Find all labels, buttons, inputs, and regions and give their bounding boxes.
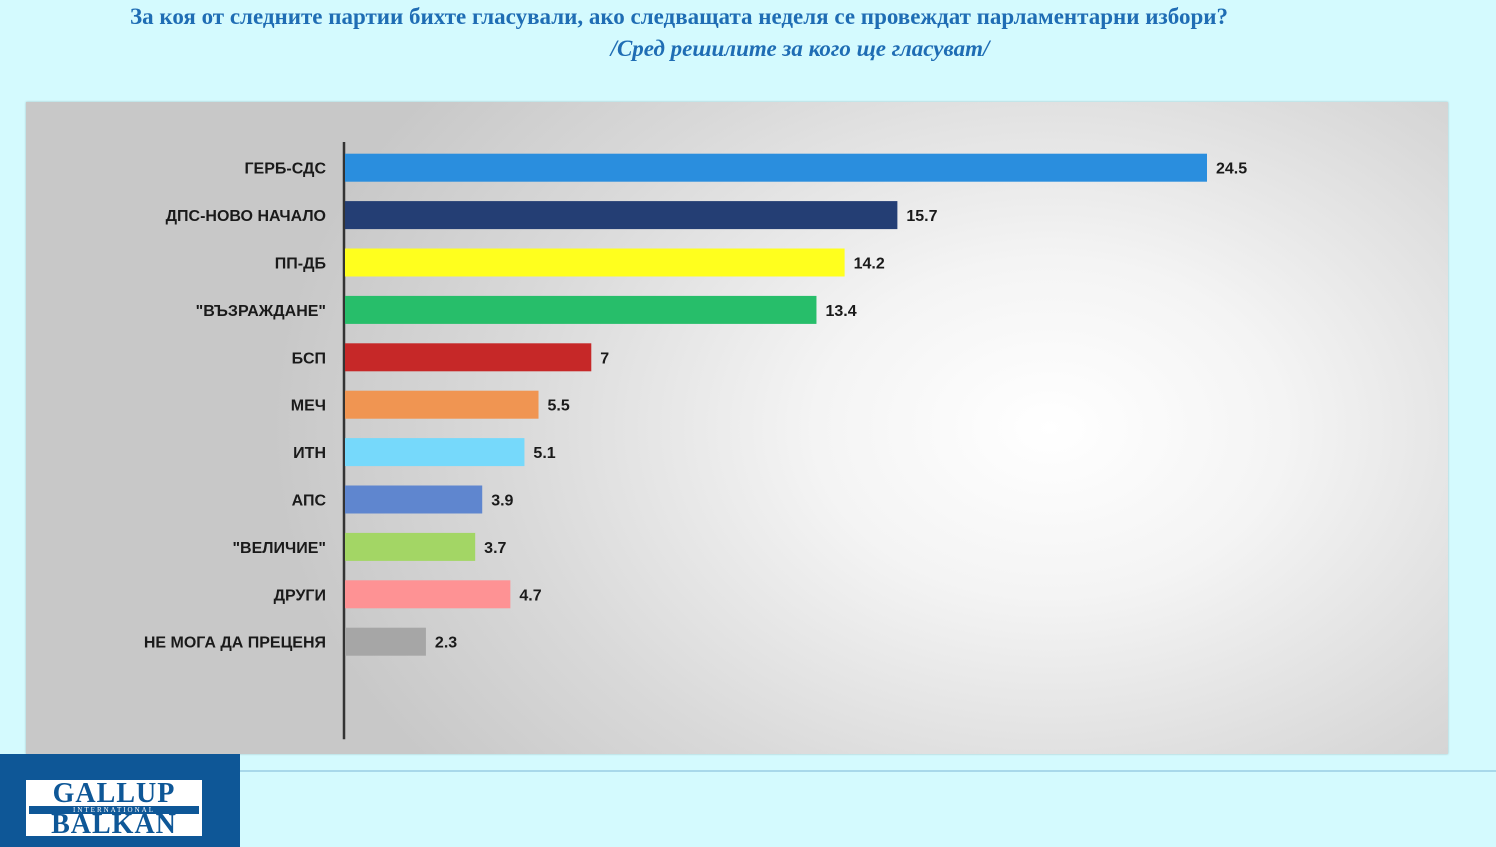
bar (345, 627, 426, 656)
bar (345, 201, 898, 230)
bar (345, 485, 483, 514)
bar-chart: ГЕРБ-СДС 24.5 ДПС-НОВО НАЧАЛО 15.7 ПП-ДБ 14.2… (144, 142, 1247, 740)
logo-gallup-text: GALLUP (52, 778, 176, 809)
data-label: 14.2 (854, 256, 885, 273)
chart-subtitle: /Сред решилите за кого ще гласуват/ (610, 36, 990, 61)
bar (345, 580, 511, 609)
logo-balkan-text: BALKAN (51, 809, 177, 840)
gallup-logo: GALLUP INTERNATIONAL BALKAN (0, 754, 240, 847)
category-label: АПС (292, 493, 327, 510)
chart-title: За коя от следните партии бихте гласувал… (130, 4, 1229, 29)
category-label: МЕЧ (291, 398, 326, 415)
category-label: ДРУГИ (274, 587, 326, 604)
data-label: 13.4 (825, 303, 856, 320)
data-label: 4.7 (519, 587, 541, 604)
category-label: БСП (292, 350, 326, 367)
data-label: 7 (600, 350, 609, 367)
category-label: ГЕРБ-СДС (244, 161, 326, 178)
bar (345, 343, 592, 372)
category-label: ИТН (293, 445, 326, 462)
bar (345, 153, 1207, 182)
data-label: 3.7 (484, 540, 506, 557)
bar (345, 438, 525, 467)
category-label: "ВЕЛИЧИЕ" (232, 540, 326, 557)
data-label: 2.3 (435, 635, 457, 652)
data-label: 15.7 (906, 208, 937, 225)
data-label: 3.9 (491, 493, 513, 510)
logo-international-text: INTERNATIONAL (29, 806, 199, 814)
data-label: 5.1 (533, 445, 555, 462)
bar (345, 390, 539, 419)
logo-box: GALLUP INTERNATIONAL BALKAN (24, 778, 204, 840)
bar (345, 532, 476, 561)
category-label: ДПС-НОВО НАЧАЛО (166, 208, 326, 225)
bar (345, 248, 845, 277)
chart-panel: ГЕРБ-СДС 24.5 ДПС-НОВО НАЧАЛО 15.7 ПП-ДБ 14.2… (26, 102, 1448, 754)
footer-divider (240, 770, 1496, 772)
category-label: "ВЪЗРАЖДАНЕ" (196, 303, 326, 320)
bar (345, 295, 817, 324)
data-label: 5.5 (548, 398, 570, 415)
category-label: НЕ МОГА ДА ПРЕЦЕНЯ (144, 635, 326, 652)
category-label: ПП-ДБ (275, 256, 326, 273)
data-label: 24.5 (1216, 161, 1247, 178)
